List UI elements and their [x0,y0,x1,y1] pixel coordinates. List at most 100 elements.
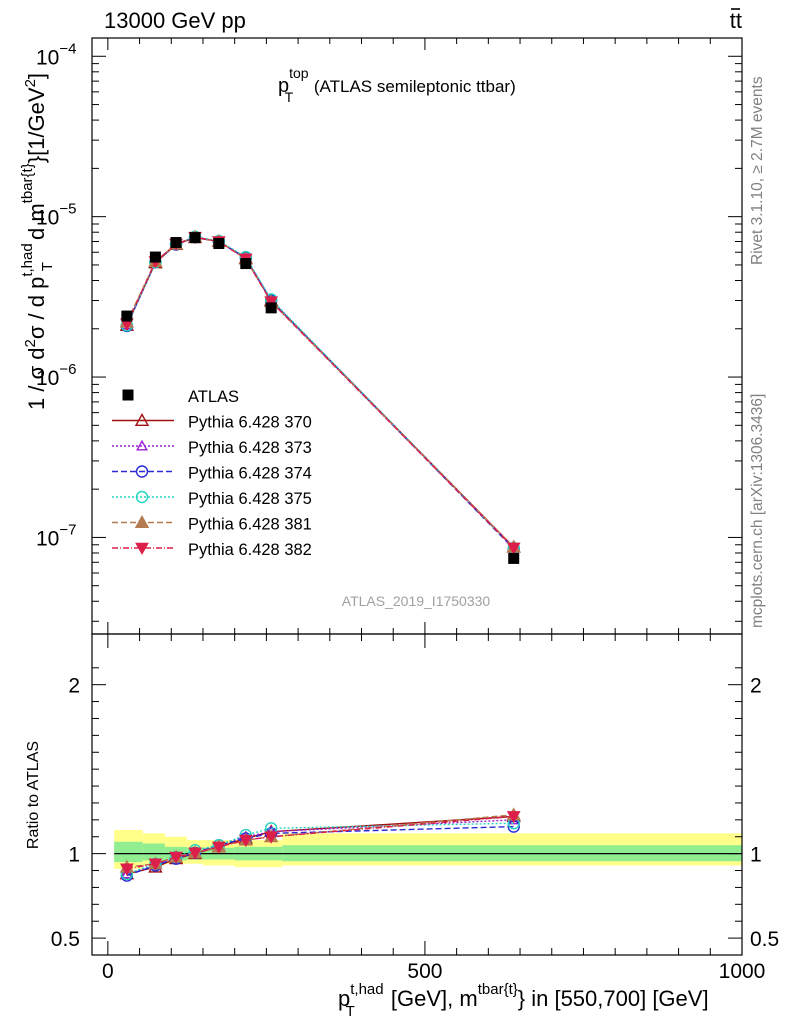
legend-label: Pythia 6.428 374 [188,465,312,483]
ratio-line [126,815,514,870]
xlabel-part: p [338,986,350,1011]
legend-label: Pythia 6.428 382 [188,541,312,559]
ylabel-part: σ / d p [24,277,49,340]
mcplots-credit: mcplots.cern.ch [arXiv:1306.3436] [749,394,766,628]
series-pythia-6-428-381 [119,229,521,553]
series-marker [169,851,183,865]
series-marker [506,811,521,824]
inner-band [142,843,165,861]
legend-label: Pythia 6.428 381 [188,516,312,534]
series-line [126,236,515,548]
title-sup: top [289,65,309,81]
ylabel-sup: 2 [22,79,39,87]
series-marker [264,831,278,844]
data-point [189,232,201,244]
series-pythia-6-428-373 [120,230,520,553]
series-line [126,236,515,548]
xlabel-sub: T [346,1003,355,1020]
series-marker [148,858,163,871]
chart-title: ptop T (ATLAS semileptonic ttbar) [278,65,516,105]
data-point [122,389,134,401]
header-right-main: tt [730,8,742,33]
data-point [170,237,182,249]
x-tick-label: 500 [407,960,442,983]
y-axis-label: 1 / σ d2σ / d pt,had T d mtbar{t}}[1/GeV2… [19,73,56,410]
xlabel-part: [GeV], m [385,986,478,1011]
y-tick-label-exp: −5 [59,201,76,218]
ratio-y-tick-label-left: 1 [68,844,80,867]
data-point [265,302,277,314]
series-marker [120,867,133,879]
series-line [126,236,515,549]
title-sub: T [285,89,294,105]
ratio-frame [91,633,743,956]
ratio-y-tick-label-left: 2 [68,675,80,698]
ratio-y-tick-label-right: 0.5 [750,928,779,951]
ratio-y-tick-label-left: 0.5 [51,928,80,951]
ratio-y-ticks [92,634,743,955]
ratio-panel: 0.5 0.5 1 1 2 2 0 500 1000 Ratio to ATLAS pt,had T … [25,633,779,1020]
ratio-y-axis-label: Ratio to ATLAS [25,741,42,849]
ylabel-part: d m [24,203,49,246]
legend-label-atlas: ATLAS [188,388,239,406]
data-point [121,310,133,322]
title-rest: (ATLAS semileptonic ttbar) [309,77,516,96]
ratio-series-pythia-6-428-382 [120,811,521,876]
y-tick-label: 10−6 [36,361,76,390]
header-right: tt [730,8,742,33]
series-atlas-data [121,232,520,564]
ratio-y-tick-label-right: 1 [750,844,762,867]
y-tick-label: 10−7 [36,521,76,550]
y-tick-label-base: 10 [36,46,59,69]
ylabel-sup: 2 [22,339,39,347]
series-pythia-6-428-375 [120,230,520,555]
xlabel-sup: tbar{t} [478,981,518,998]
y-tick-label-exp: −6 [59,361,76,378]
data-point [149,251,161,263]
series-pythia-6-428-374 [120,230,520,555]
legend-label: Pythia 6.428 375 [188,490,312,508]
y-tick-label: 10−4 [36,40,76,69]
series-line [126,236,515,549]
legend-label: Pythia 6.428 370 [188,414,312,432]
ylabel-sup: tbar{t} [19,163,36,203]
series-pythia-6-428-382 [120,231,521,555]
x-tick-label: 1000 [719,960,766,983]
series-marker [134,413,150,426]
x-tick-label: 0 [102,960,114,983]
rivet-version: Rivet 3.1.10, ≥ 2.7M events [749,76,766,265]
y-tick-label-exp: −7 [59,521,76,538]
data-point [508,552,520,564]
ylabel-sup: t,had [19,243,36,276]
annotations: 13000 GeV pp tt Rivet 3.1.10, ≥ 2.7M event… [104,8,766,628]
y-tick-label-exp: −4 [59,40,76,57]
ylabel-part: }[1/GeV [24,87,49,163]
y-tick-label-base: 10 [36,207,59,230]
header-left: 13000 GeV pp [104,8,246,33]
xlabel-part: } in [550,700] [GeV] [518,986,709,1011]
series-marker [134,515,150,528]
series-line [126,235,515,549]
inner-band [114,841,143,863]
y-tick-label-base: 10 [36,527,59,550]
series-marker [211,841,226,854]
series-marker [135,465,149,478]
ratio-y-tick-label-right: 2 [750,675,762,698]
series-line [126,236,515,550]
title-main: p [278,75,289,97]
ylabel-part: 1 / σ d [24,348,49,411]
series-pythia-6-428-370 [119,230,521,553]
data-point [213,238,225,250]
series-marker [264,296,278,309]
main-panel: 10−710−610−510−41 / σ d2σ / d pt,had T d … [19,37,743,635]
xlabel-sup: t,had [350,981,383,998]
data-point [240,258,252,270]
x-axis-label: pt,had T [GeV], mtbar{t}} in [550,700] [G… [338,981,709,1020]
series-marker [135,490,149,504]
ylabel-part: ] [24,73,49,79]
series-marker [188,847,202,860]
series-marker [506,542,521,555]
series-marker [238,834,253,848]
legend-label: Pythia 6.428 373 [188,439,312,457]
